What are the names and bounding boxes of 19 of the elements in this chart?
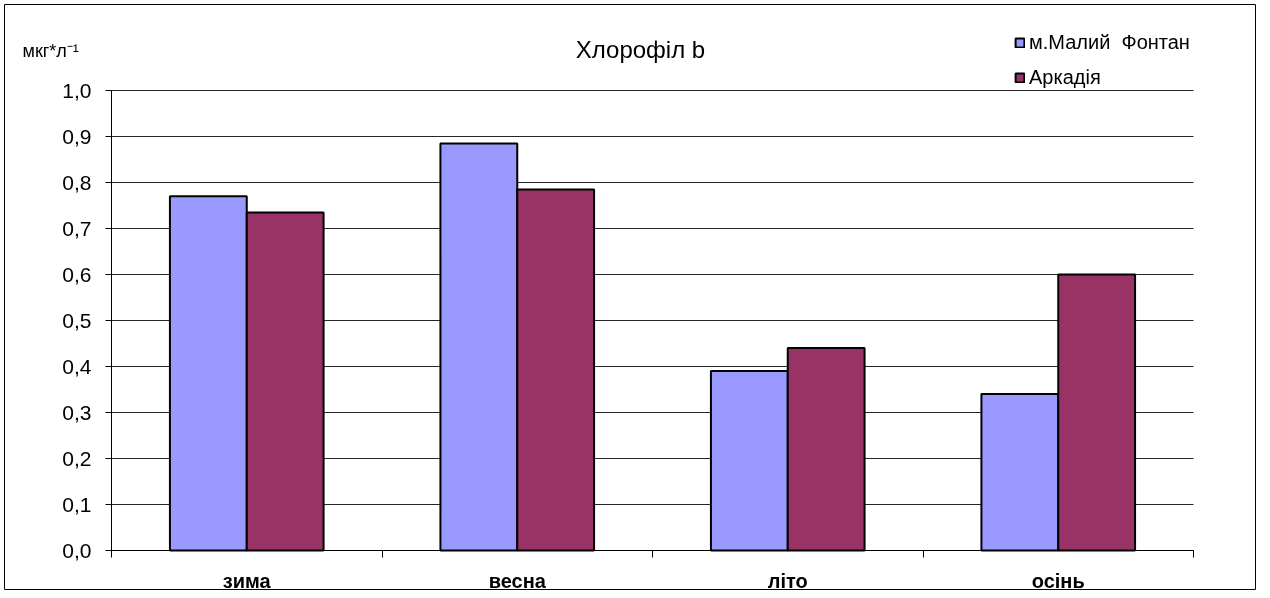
y-tick-label: 0,9: [62, 124, 92, 148]
legend-label: м.Малий Фонтан: [1029, 31, 1190, 54]
y-tick-label: 0,0: [62, 538, 92, 562]
y-tick-label: 0,6: [62, 262, 92, 286]
x-tick-label: осінь: [1031, 569, 1085, 592]
y-tick-label: 0,3: [62, 400, 92, 424]
y-tick-label: 0,1: [62, 492, 92, 516]
x-tick-label: літо: [767, 569, 808, 592]
y-tick-label: 0,8: [62, 170, 92, 194]
y-tick-label: 0,7: [62, 216, 92, 240]
y-tick-label: 1,0: [62, 78, 92, 102]
y-tick-label: 0,2: [62, 446, 92, 470]
y-tick-label: 0,4: [62, 354, 92, 378]
legend-label: Аркадія: [1029, 66, 1101, 89]
chart-title: Хлорофіл b: [575, 35, 706, 63]
x-tick-label: зима: [222, 569, 272, 592]
y-tick-label: 0,5: [62, 308, 92, 332]
x-tick-label: весна: [488, 569, 547, 592]
y-axis-title: мкг*л⁻¹: [22, 40, 79, 61]
